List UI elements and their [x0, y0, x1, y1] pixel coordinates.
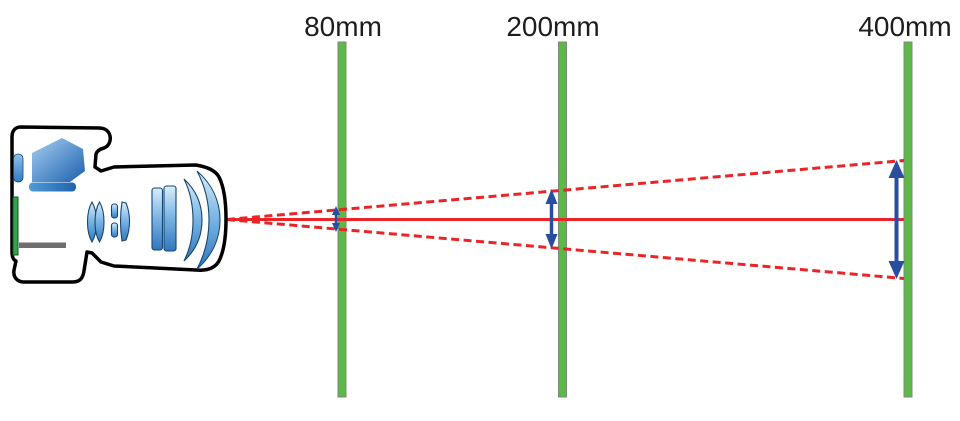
arrow-head-up-200mm [545, 189, 558, 204]
image-size-arrow-80mm [332, 206, 340, 232]
fov-upper-ray [226, 159, 905, 221]
arrow-head-down-80mm [332, 223, 340, 232]
lens-element-front-outer [196, 170, 221, 270]
camera-eyepiece [13, 153, 24, 183]
lens-element-middle-2 [163, 185, 177, 252]
camera-shutter-bar [19, 242, 66, 248]
lens-element-middle-1 [151, 187, 164, 251]
image-size-arrow-200mm [545, 189, 558, 249]
image-size-arrow-400mm [888, 160, 905, 279]
focal-plane-labels: 80mm 200mm 400mm [304, 11, 952, 42]
optical-rays [226, 159, 905, 280]
lens-aperture-blade-top [110, 203, 119, 219]
lens-element-front-inner [183, 178, 203, 262]
arrow-head-up-400mm [888, 160, 905, 178]
focal-label-200mm: 200mm [506, 11, 599, 42]
camera-illustration [10, 125, 228, 284]
focal-plane-bar-400mm [903, 41, 913, 398]
camera-sensor [12, 196, 19, 256]
focal-label-80mm: 80mm [304, 11, 382, 42]
lens-element-rear-3 [119, 201, 131, 242]
arrow-head-down-400mm [888, 261, 905, 279]
camera-lens-elements [86, 170, 221, 270]
lens-aperture-blade-bottom [110, 222, 119, 238]
arrow-head-down-200mm [545, 234, 558, 249]
arrow-head-up-80mm [332, 206, 340, 215]
fov-lower-ray [226, 218, 905, 280]
camera-pentaprism [32, 138, 85, 182]
lens-element-rear-2 [94, 200, 105, 244]
camera-focus-screen [29, 182, 76, 192]
focal-label-400mm: 400mm [858, 11, 951, 42]
